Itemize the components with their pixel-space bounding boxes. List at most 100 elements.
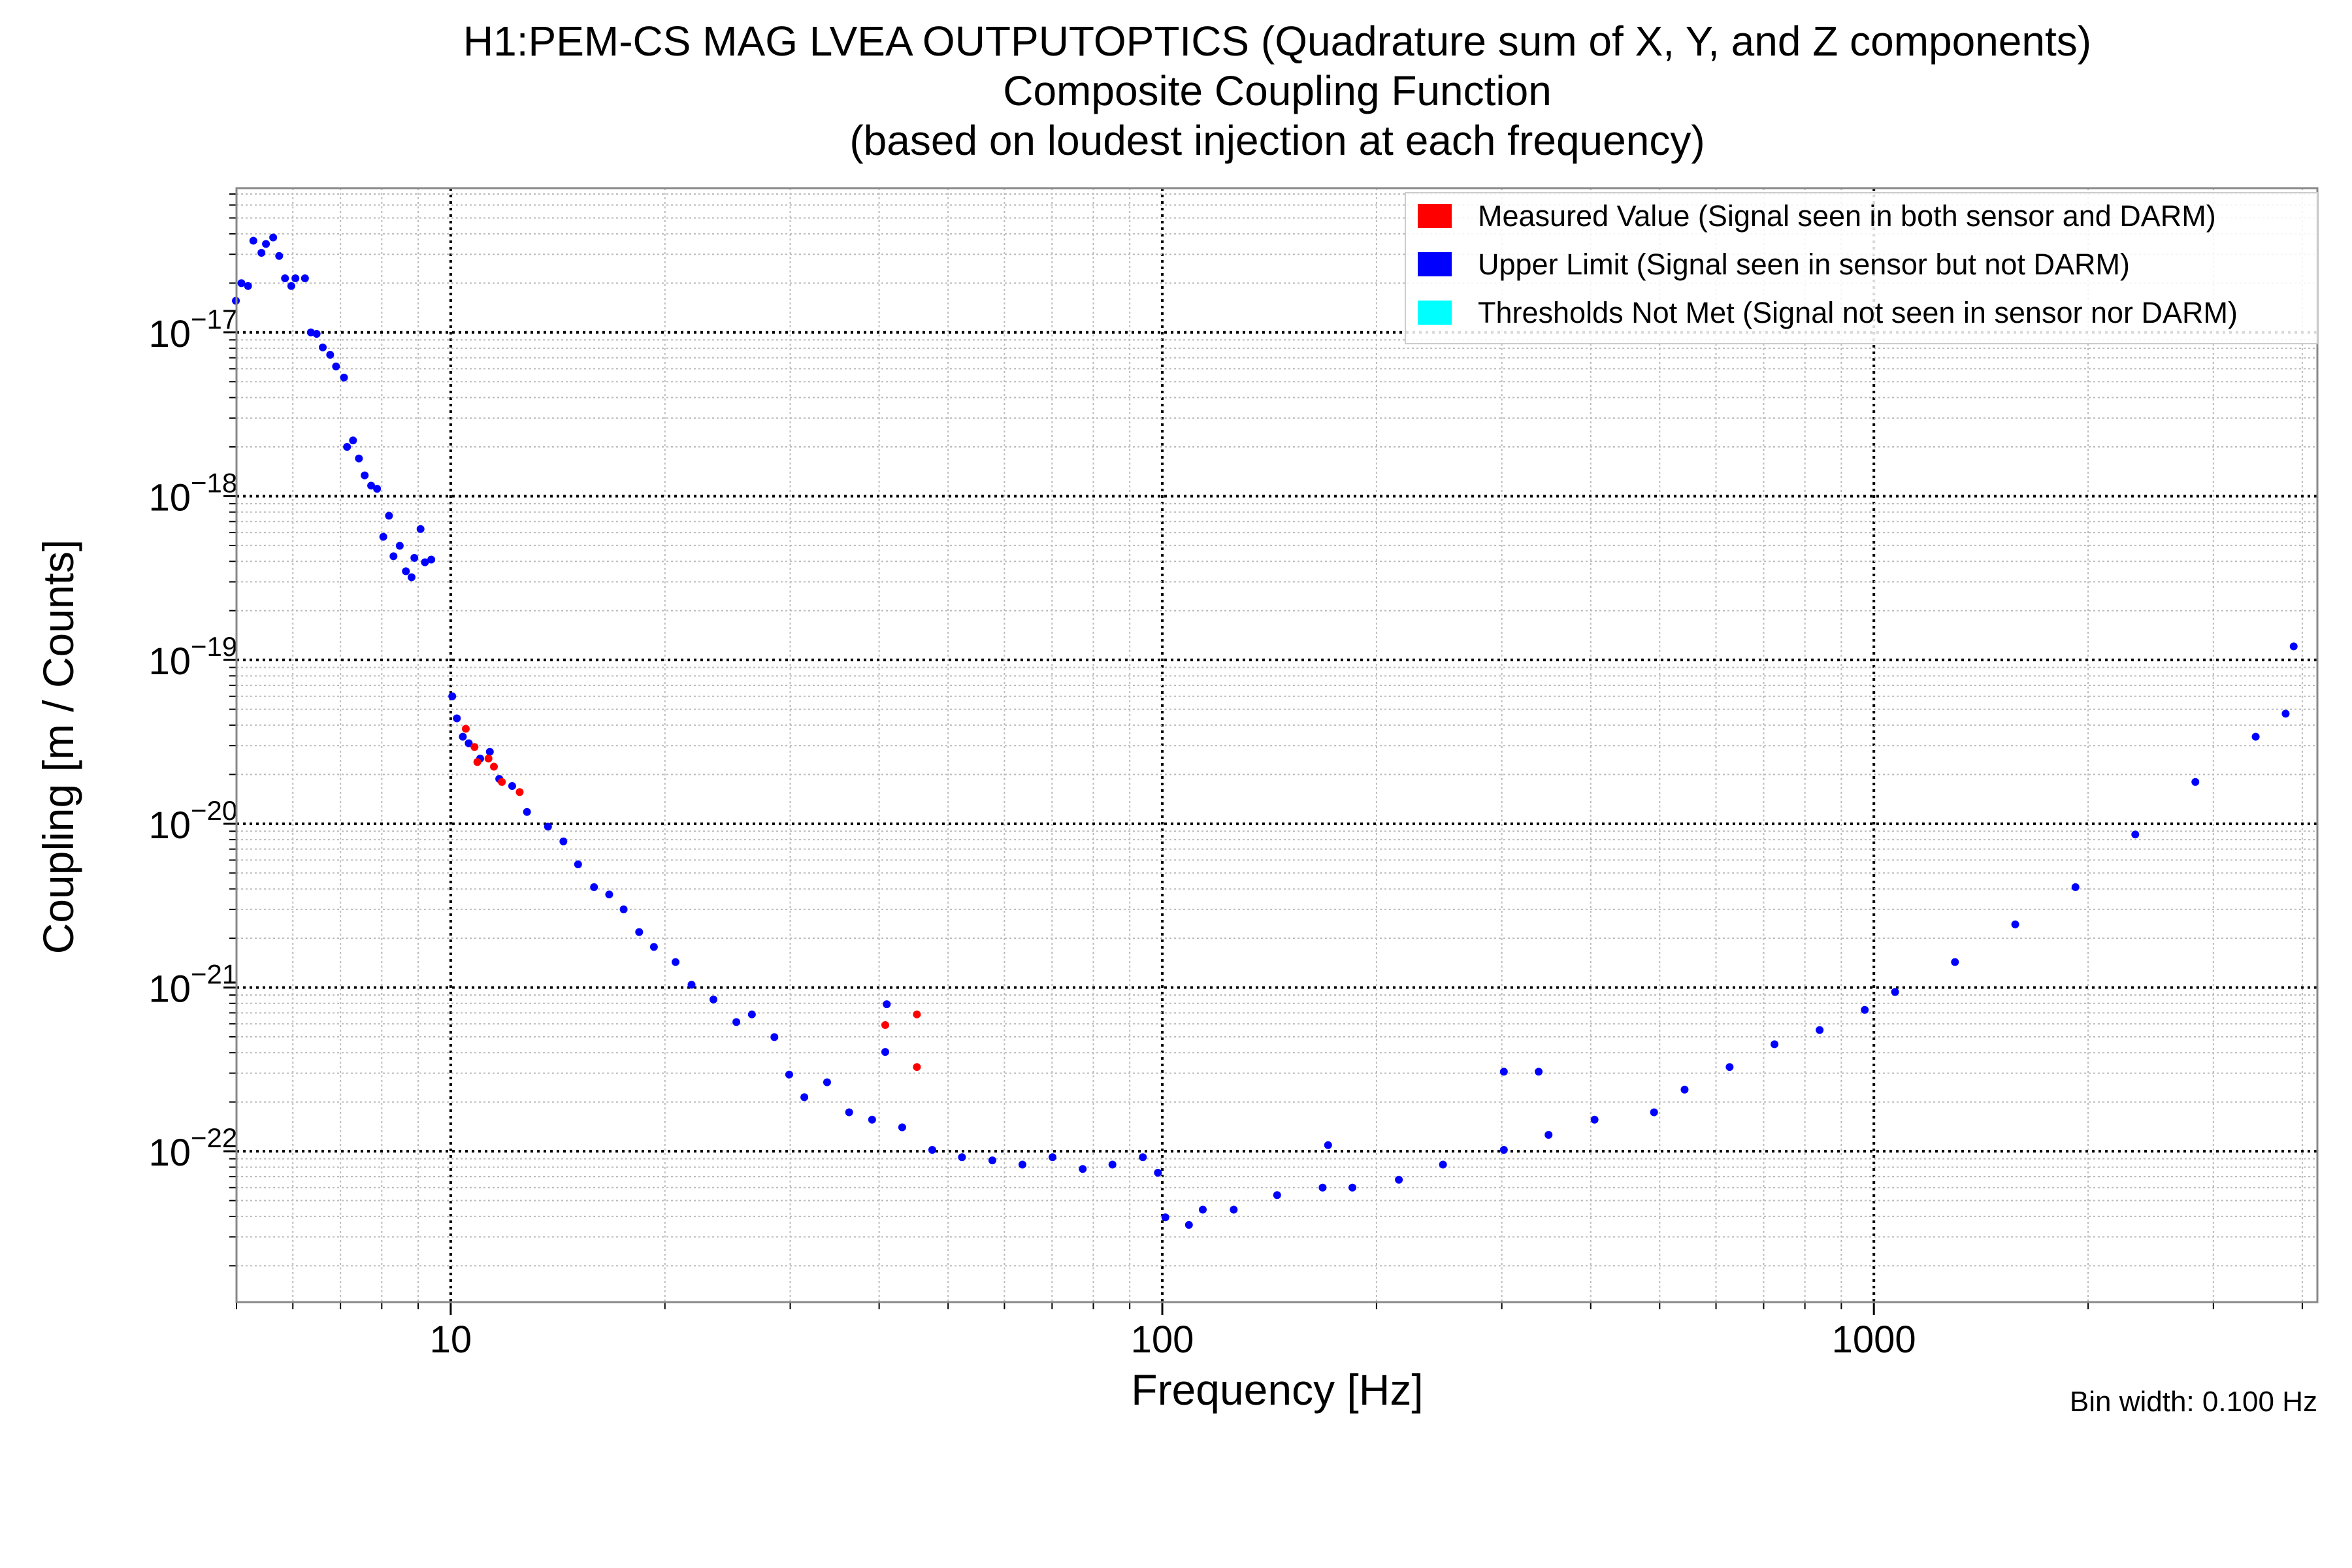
upper-limit-point	[710, 995, 718, 1004]
upper-limit-point	[453, 714, 461, 723]
y-tick-label-exponent: −19	[191, 631, 237, 662]
measured-value-point	[484, 755, 493, 763]
upper-limit-point	[574, 860, 582, 868]
upper-limit-point	[1680, 1085, 1689, 1094]
upper-limit-point	[1154, 1168, 1162, 1177]
upper-limit-point	[2071, 883, 2080, 891]
plot-frame	[235, 187, 2319, 1303]
chart-title-line-1: H1:PEM-CS MAG LVEA OUTPUTOPTICS (Quadrat…	[463, 18, 2091, 65]
legend-label-measured: Measured Value (Signal seen in both sens…	[1478, 199, 2216, 233]
legend: Measured Value (Signal seen in both sens…	[1405, 192, 2318, 344]
y-tick-label-base: 10	[148, 968, 191, 1010]
legend-label-thresholds-not-met: Thresholds Not Met (Signal not seen in s…	[1478, 296, 2238, 329]
legend-swatch-upper-limit	[1418, 252, 1452, 276]
upper-limit-point	[1544, 1131, 1553, 1139]
upper-limit-point	[1230, 1205, 1238, 1214]
y-tick-label-exponent: −17	[191, 304, 237, 335]
upper-limit-point	[1439, 1160, 1447, 1169]
upper-limit-point	[287, 282, 295, 290]
upper-limit-point	[508, 782, 516, 791]
upper-limit-point	[732, 1018, 741, 1026]
upper-limit-point	[2289, 642, 2298, 651]
upper-limit-point	[928, 1146, 936, 1154]
upper-limit-point	[410, 553, 419, 562]
upper-limit-point	[823, 1078, 831, 1086]
upper-limit-point	[1395, 1175, 1403, 1184]
y-tick-label-exponent: −20	[191, 795, 237, 826]
y-tick-label: 10−20	[148, 795, 237, 847]
y-tick-label: 10−22	[148, 1122, 237, 1174]
upper-limit-point	[1048, 1153, 1056, 1162]
upper-limit-point	[275, 252, 284, 260]
upper-limit-point	[262, 240, 270, 248]
upper-limit-point	[868, 1115, 876, 1124]
upper-limit-point	[326, 351, 335, 359]
upper-limit-point	[747, 1010, 756, 1019]
upper-limit-point	[898, 1123, 906, 1132]
upper-limit-point	[281, 274, 289, 282]
y-tick-label: 10−19	[148, 631, 237, 683]
upper-limit-point	[402, 567, 410, 576]
upper-limit-point	[1951, 958, 1959, 966]
upper-limit-point	[291, 274, 300, 282]
upper-limit-point	[1499, 1068, 1508, 1076]
upper-limit-point	[1590, 1115, 1599, 1124]
y-tick-label-base: 10	[148, 640, 191, 683]
measured-value-point	[498, 777, 506, 786]
upper-limit-point	[687, 981, 696, 989]
upper-limit-point	[385, 512, 393, 520]
grid	[236, 188, 2317, 1302]
upper-limit-point	[1348, 1183, 1357, 1192]
upper-limit-point	[590, 883, 598, 891]
upper-limit-point	[355, 454, 363, 463]
upper-limit-point	[1139, 1153, 1147, 1162]
y-tick-label-base: 10	[148, 476, 191, 519]
upper-limit-point	[785, 1070, 793, 1079]
upper-limit-point	[465, 739, 473, 747]
upper-limit-point	[1499, 1146, 1508, 1154]
upper-limit-point	[416, 525, 425, 533]
x-tick-label: 100	[1131, 1318, 1194, 1361]
chart-title-line-3: (based on loudest injection at each freq…	[849, 117, 1705, 164]
legend-swatch-measured	[1418, 204, 1452, 228]
upper-limit-point	[1324, 1141, 1332, 1149]
upper-limit-point	[1079, 1165, 1087, 1173]
upper-limit-point	[1199, 1205, 1207, 1214]
upper-limit-point	[485, 747, 494, 756]
measured-value-point	[473, 758, 482, 766]
upper-limit-point	[1318, 1183, 1327, 1192]
y-tick-label: 10−18	[148, 467, 237, 519]
upper-limit-point	[421, 558, 429, 566]
y-tick-label-exponent: −22	[191, 1122, 237, 1153]
upper-limit-point	[2251, 732, 2260, 741]
measured-value-point	[913, 1010, 921, 1019]
upper-limit-point	[2191, 777, 2200, 786]
upper-limit-point	[459, 732, 467, 741]
y-tick-label: 10−17	[148, 304, 237, 355]
upper-limit-point	[1535, 1068, 1543, 1076]
upper-limit-point	[845, 1108, 853, 1117]
measured-value-point	[489, 762, 498, 771]
upper-limit-point	[427, 555, 436, 564]
upper-limit-point	[958, 1153, 966, 1162]
upper-limit-point	[605, 890, 613, 899]
upper-limit-point	[2281, 710, 2290, 718]
upper-limit-point	[770, 1033, 779, 1041]
measured-value-point	[461, 725, 470, 733]
measured-value-point	[515, 788, 524, 796]
measured-value-point	[881, 1021, 889, 1029]
upper-limit-point	[379, 532, 387, 541]
upper-limit-point	[2011, 920, 2019, 928]
upper-limit-point	[367, 482, 376, 490]
upper-limit-point	[800, 1093, 809, 1102]
upper-limit-point	[881, 1048, 889, 1056]
upper-limit-point	[389, 552, 398, 561]
x-tick-label: 10	[430, 1318, 472, 1361]
x-tick-label: 1000	[1832, 1318, 1916, 1361]
y-tick-label-exponent: −21	[191, 958, 237, 989]
upper-limit-point	[1108, 1160, 1117, 1169]
upper-limit-point	[1816, 1026, 1824, 1034]
legend-box	[1405, 192, 2318, 344]
upper-limit-point	[340, 373, 348, 382]
